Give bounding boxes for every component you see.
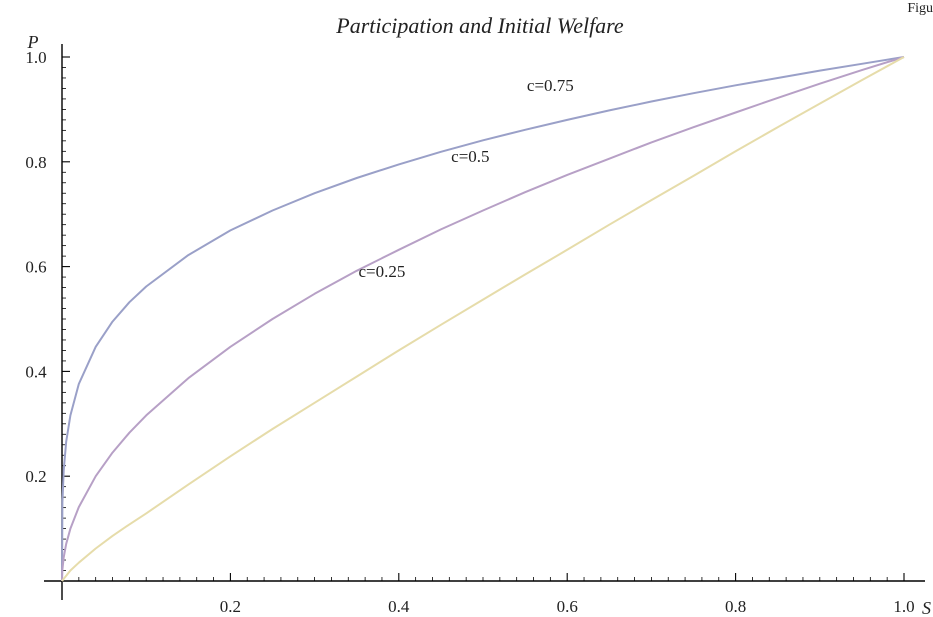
y-axis-label: P [27, 32, 39, 52]
curve-label: c=0.5 [451, 147, 489, 166]
x-axis-label: S [922, 598, 931, 617]
x-tick-label: 0.4 [388, 597, 410, 616]
y-tick-label: 0.8 [25, 153, 46, 172]
x-tick-label: 0.2 [220, 597, 241, 616]
y-tick-label: 0.4 [25, 362, 47, 381]
curve-c-0-5 [61, 56, 905, 582]
chart-title: Participation and Initial Welfare [335, 13, 624, 38]
curve-labels: c=0.75 c=0.5 c=0.25 [359, 76, 574, 281]
x-tick-label: 0.6 [557, 597, 578, 616]
y-tick-label: 0.2 [25, 467, 46, 486]
curve-label: c=0.75 [527, 76, 574, 95]
x-tick-label: 0.8 [725, 597, 746, 616]
x-tick-label: 1.0 [893, 597, 914, 616]
corner-text: Figu [907, 1, 933, 16]
curve-c-0-25 [61, 56, 905, 582]
major-ticks: 0.2 0.4 0.6 0.8 1.0 0.2 0.4 0.6 0.8 1.0 [25, 48, 914, 616]
curve-label: c=0.25 [359, 262, 406, 281]
curves [61, 56, 905, 582]
minor-ticks [62, 67, 888, 581]
y-tick-label: 1.0 [25, 48, 46, 67]
curve-c-0-75 [61, 56, 905, 582]
y-tick-label: 0.6 [25, 258, 46, 277]
